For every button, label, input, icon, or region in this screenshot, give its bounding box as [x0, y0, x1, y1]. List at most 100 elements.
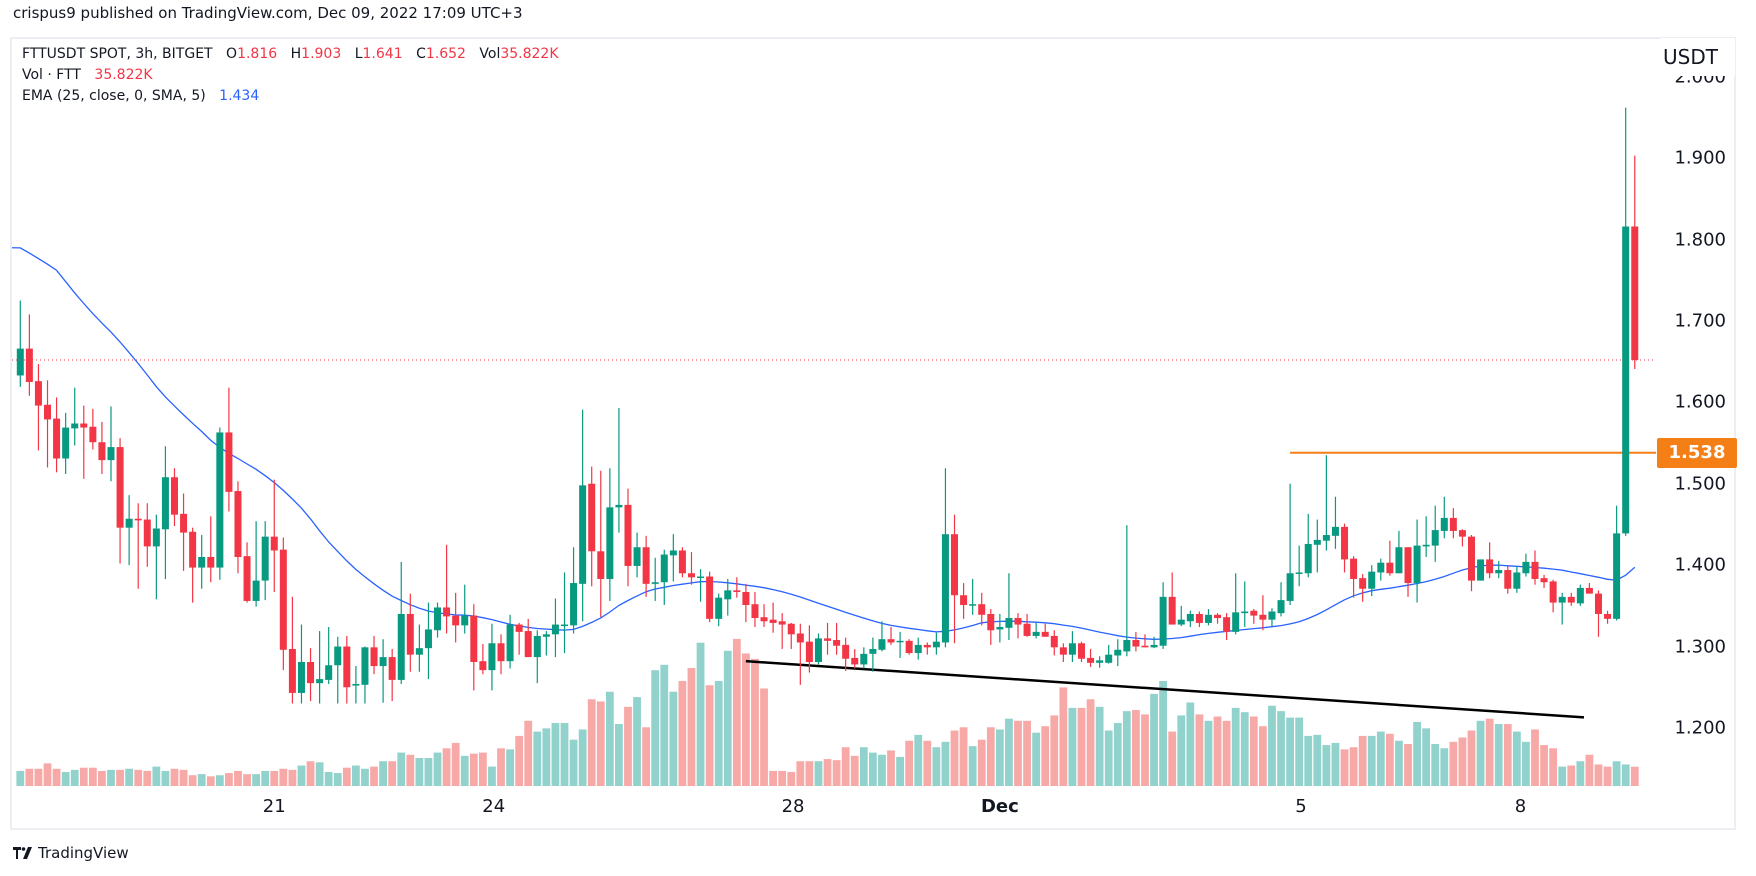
candle	[1458, 529, 1466, 547]
candle-body	[760, 617, 768, 622]
candle-body	[669, 550, 677, 556]
currency-label[interactable]: USDT	[1660, 38, 1735, 76]
candle	[1123, 525, 1131, 657]
volume-bar	[1485, 718, 1494, 786]
volume-bar	[1594, 764, 1603, 786]
candle	[180, 493, 188, 571]
footer-brand[interactable]: TradingView	[13, 842, 129, 864]
candle	[824, 622, 832, 655]
candle-body	[851, 657, 859, 665]
candle-body	[1604, 613, 1612, 619]
trendline[interactable]	[745, 659, 1585, 719]
low-value: 1.641	[362, 46, 403, 62]
candle-body	[379, 657, 387, 667]
volume-bar	[234, 770, 242, 786]
candle-body	[134, 518, 142, 521]
volume-bar	[1304, 735, 1313, 786]
symbol-label[interactable]: FTTUSDT SPOT, 3h, BITGET	[22, 46, 213, 62]
candle	[1241, 581, 1249, 627]
candle	[1068, 631, 1076, 662]
volume-bar	[1041, 726, 1050, 786]
legend-symbol-row: FTTUSDT SPOT, 3h, BITGET O1.816 H1.903 L…	[22, 44, 559, 65]
candle	[1259, 595, 1267, 631]
candle	[1232, 573, 1240, 635]
candle	[796, 623, 804, 685]
candle-body	[180, 513, 188, 533]
price-tick: 1.700	[1674, 310, 1726, 332]
candle-body	[1449, 517, 1457, 531]
candle-body	[1413, 545, 1421, 584]
volume-indicator-name[interactable]: Vol · FTT	[22, 67, 81, 83]
candle	[561, 572, 568, 654]
candle-body	[1232, 612, 1240, 632]
volume-bar	[1494, 724, 1503, 786]
candle	[1513, 565, 1521, 593]
candle-body	[1567, 596, 1575, 603]
volume-bar	[660, 664, 669, 786]
volume-bar	[950, 730, 959, 786]
candle	[633, 532, 641, 578]
candle-body	[987, 613, 995, 631]
candle-body	[234, 491, 242, 557]
candle	[533, 630, 541, 684]
candle	[1386, 540, 1394, 576]
candle-body	[887, 639, 895, 643]
volume-bar	[696, 642, 705, 786]
volume-bar	[995, 729, 1004, 786]
volume-bar	[1150, 693, 1158, 786]
volume-bar	[70, 769, 79, 786]
candle	[1331, 496, 1339, 549]
volume-bar	[1168, 731, 1177, 786]
volume-bar	[116, 769, 124, 786]
vol-label: Vol	[479, 46, 501, 62]
volume-bar	[896, 756, 904, 786]
candle-body	[488, 643, 496, 671]
volume-bar	[1576, 761, 1585, 786]
candle	[1377, 558, 1385, 581]
candle	[1096, 656, 1104, 668]
candle-body	[1114, 649, 1122, 656]
candle	[71, 387, 79, 446]
candle	[551, 598, 559, 658]
volume-bar	[1404, 743, 1412, 786]
volume-bar	[143, 770, 152, 786]
volume-bar	[433, 752, 442, 786]
candle	[960, 583, 968, 619]
candle-body	[733, 590, 741, 592]
volume-bar	[642, 727, 651, 786]
candle	[434, 602, 442, 638]
candle-body	[524, 631, 532, 658]
candle	[1214, 613, 1222, 624]
candle-body	[243, 556, 251, 601]
candle-body	[1087, 657, 1095, 663]
candle-body	[642, 547, 650, 584]
candle-body	[769, 619, 777, 623]
volume-bar	[1440, 748, 1449, 786]
volume-bar	[460, 755, 469, 786]
volume-bar	[252, 774, 261, 786]
volume-bar	[887, 750, 895, 786]
ema-indicator-name[interactable]: EMA (25, close, 0, SMA, 5)	[22, 88, 206, 104]
candle	[1186, 610, 1194, 627]
candle	[379, 639, 387, 703]
candle-body	[1531, 561, 1539, 579]
volume-bar	[125, 768, 134, 786]
volume-bar	[469, 753, 478, 786]
candle	[1368, 565, 1376, 597]
candle-body	[1504, 570, 1512, 589]
volume-bar	[388, 761, 397, 786]
candle-body	[388, 657, 396, 680]
volume-bar	[551, 722, 560, 786]
candle	[651, 557, 659, 601]
candle	[1604, 610, 1612, 624]
volume-bar	[560, 722, 569, 786]
volume-bar	[796, 761, 805, 786]
volume-bar	[633, 697, 641, 786]
volume-bar	[1186, 702, 1195, 786]
volume-bar	[1449, 741, 1458, 786]
candle-body	[225, 432, 233, 492]
volume-bar	[351, 765, 360, 786]
candle-body	[678, 550, 686, 574]
volume-indicator-value: 35.822K	[94, 67, 153, 83]
